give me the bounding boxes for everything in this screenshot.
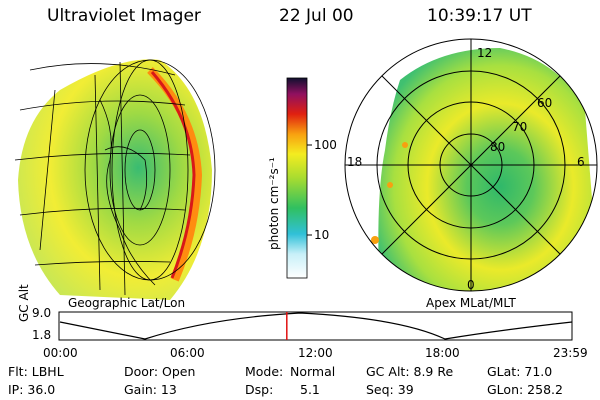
timeline-ytick-low: 1.8: [32, 328, 52, 342]
timeline-ytick-high: 9.0: [32, 306, 52, 320]
mlt-label-6: 6: [577, 155, 585, 169]
seq-info: Seq: 39: [366, 382, 414, 397]
filter-info: Flt: LBHL: [8, 364, 64, 379]
gain-info: Gain: 13: [124, 382, 177, 397]
timeline-xtick-0000: 00:00: [43, 346, 78, 360]
timeline-xtick-2359: 23:59: [553, 346, 588, 360]
mode-value: Normal: [290, 364, 336, 379]
mlat-label-60: 60: [537, 96, 553, 110]
geographic-caption: Geographic Lat/Lon: [68, 296, 186, 310]
door-info: Door: Open: [124, 364, 196, 379]
timeline-xtick-0600: 06:00: [170, 346, 205, 360]
glat-info: GLat: 71.0: [487, 364, 553, 379]
timeline-xtick-1800: 18:00: [425, 346, 460, 360]
mlt-label-0: 0: [467, 278, 475, 292]
glon-info: GLon: 258.2: [487, 382, 563, 397]
date-label: 22 Jul 00: [279, 6, 354, 26]
mlat-label-70: 70: [512, 120, 528, 134]
dsp-value: 5.1: [300, 382, 320, 397]
apex-caption: Apex MLat/MLT: [426, 296, 516, 310]
dsp-label: Dsp:: [245, 382, 274, 397]
mode-label: Mode:: [245, 364, 284, 379]
timeline-xtick-1200: 12:00: [298, 346, 333, 360]
mlt-label-18: 18: [347, 155, 363, 169]
mlt-label-12: 12: [477, 46, 493, 60]
colorbar-tick-100: 100: [314, 138, 337, 152]
timeline-ylabel: GC Alt: [17, 284, 31, 322]
app-title: Ultraviolet Imager: [47, 6, 201, 26]
mlat-label-80: 80: [490, 140, 506, 154]
time-label: 10:39:17 UT: [427, 6, 532, 26]
colorbar-tick-10: 10: [314, 228, 330, 242]
gc-alt-info: GC Alt: 8.9 Re: [366, 364, 454, 379]
ip-info: IP: 36.0: [8, 382, 56, 397]
